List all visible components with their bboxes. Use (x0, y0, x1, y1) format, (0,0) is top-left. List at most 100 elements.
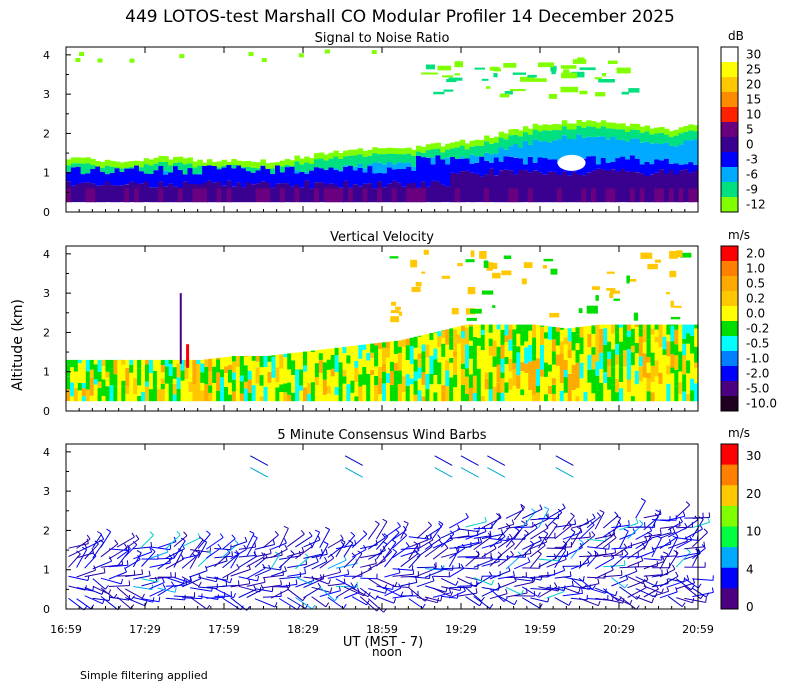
snr-cell (202, 188, 208, 203)
vv-cell (216, 359, 221, 373)
snr-cell (367, 149, 373, 156)
snr-cell (265, 168, 271, 183)
colorbar-swatch (721, 588, 738, 610)
wind-barb (563, 554, 567, 560)
wind-barb (489, 570, 511, 580)
vv-cell (544, 338, 549, 352)
wind-barb (189, 577, 192, 583)
snr-cell (158, 165, 164, 182)
wind-barb (392, 545, 410, 559)
wind-barb (530, 576, 549, 578)
wind-barb (595, 552, 616, 558)
snr-cell (114, 168, 121, 186)
wind-barb (100, 587, 115, 599)
vv-cell (669, 251, 678, 259)
wind-barb (547, 597, 550, 603)
wind-barb (659, 531, 676, 539)
wind-barb (262, 595, 282, 598)
snr-cell (527, 134, 534, 145)
wind-barb (303, 553, 323, 559)
vv-cell (551, 351, 557, 365)
vv-cell (484, 350, 490, 358)
wind-barb (667, 515, 685, 521)
wind-barb (561, 546, 567, 551)
vv-cell (603, 358, 608, 373)
wind-barb (487, 467, 506, 478)
vv-cell (470, 308, 482, 314)
vv-cell (235, 384, 241, 402)
snr-cell (591, 156, 597, 171)
vv-cell (410, 259, 418, 268)
vv-cell (449, 328, 454, 337)
wind-barb (643, 558, 662, 561)
snr-cell (177, 188, 184, 203)
wind-barb (116, 536, 135, 548)
vv-cell (318, 360, 324, 373)
vv-cell (579, 353, 584, 363)
wind-barb (282, 570, 284, 576)
vv-cell (563, 377, 569, 393)
vv-cell (484, 358, 490, 373)
wind-barb (433, 567, 453, 571)
snr-cell (425, 64, 435, 70)
wind-barb (655, 509, 661, 513)
vv-cell (591, 325, 596, 327)
vv-cell (391, 301, 396, 306)
wind-barb (254, 542, 257, 548)
wind-barb (457, 567, 478, 570)
wind-barb (392, 585, 410, 588)
wind-barb (603, 554, 623, 557)
vv-cell (559, 390, 565, 402)
vv-cell (638, 324, 644, 329)
snr-cell (124, 168, 130, 185)
snr-cell (605, 170, 612, 203)
vv-cell (137, 385, 142, 396)
wind-barb (667, 537, 678, 557)
vv-cell (299, 390, 304, 402)
wind-barb (449, 547, 466, 559)
snr-cell (659, 188, 665, 203)
vv-cell (470, 250, 475, 258)
snr-cell (143, 158, 150, 165)
wind-barb (250, 455, 269, 466)
vv-cell (247, 370, 253, 380)
snr-cell (503, 156, 509, 170)
snr-cell (518, 136, 524, 148)
vv-cell (480, 378, 486, 396)
vv-cell (587, 369, 592, 383)
wind-barb (150, 548, 156, 552)
wind-barb (219, 533, 224, 538)
wind-barb (254, 598, 276, 608)
vv-cell (524, 387, 529, 402)
vv-cell (445, 386, 450, 402)
snr-cell (557, 188, 563, 203)
vv-cell (299, 352, 304, 370)
vv-cell (508, 324, 513, 330)
vv-cell (307, 369, 312, 384)
y-tick-label: 0 (43, 603, 50, 616)
vv-cell (125, 367, 130, 387)
vv-cell (670, 373, 675, 387)
vv-cell (638, 366, 644, 373)
wind-barb (174, 587, 177, 593)
wind-barb (204, 565, 208, 571)
wind-barb (68, 543, 89, 549)
vv-cell (385, 357, 391, 374)
vv-cell (374, 376, 379, 386)
snr-cell (324, 49, 330, 54)
vv-cell (385, 348, 391, 358)
snr-cell (420, 188, 427, 203)
snr-cell (236, 160, 242, 166)
wind-barb (675, 539, 693, 549)
wind-barb (635, 550, 655, 559)
wind-barb (448, 548, 460, 567)
snr-cell (649, 128, 655, 135)
snr-cell (493, 142, 500, 154)
vv-cell (393, 340, 399, 354)
wind-barb (304, 568, 307, 574)
wind-barb (368, 537, 386, 550)
wind-barb (514, 527, 520, 532)
snr-cell (197, 174, 203, 185)
vv-cell (504, 382, 509, 393)
snr-cell (420, 146, 427, 153)
